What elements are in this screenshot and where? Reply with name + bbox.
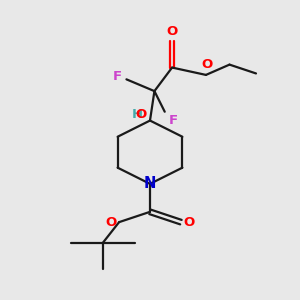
Text: O: O <box>184 216 195 229</box>
Text: O: O <box>202 58 213 71</box>
Text: F: F <box>169 114 178 127</box>
Text: H: H <box>131 108 142 121</box>
Text: F: F <box>113 70 122 83</box>
Text: N: N <box>144 176 156 191</box>
Text: O: O <box>167 25 178 38</box>
Text: O: O <box>135 108 146 121</box>
Text: O: O <box>105 216 116 229</box>
